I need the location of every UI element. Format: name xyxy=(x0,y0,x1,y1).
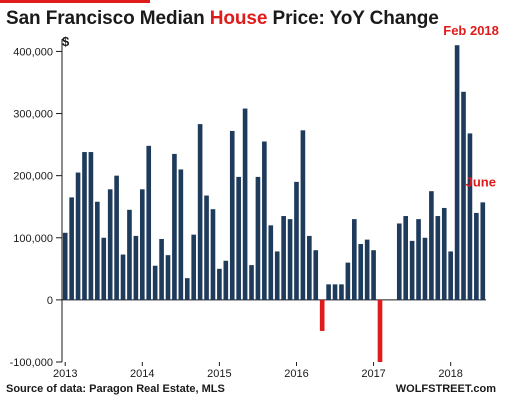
bar xyxy=(204,195,209,300)
bar xyxy=(448,251,453,300)
bar xyxy=(242,108,248,300)
bar xyxy=(255,176,261,300)
source-note: Source of data: Paragon Real Estate, MLS xyxy=(6,383,225,395)
brand-label: WOLFSTREET.com xyxy=(396,383,496,395)
y-tick-label: 200,000 xyxy=(13,171,53,183)
bar-negative xyxy=(377,299,383,362)
bar xyxy=(133,235,139,300)
bar xyxy=(409,240,415,300)
bar xyxy=(146,145,152,300)
annotation-label: June xyxy=(466,174,496,189)
bar xyxy=(82,152,87,300)
bar xyxy=(127,209,132,300)
bar xyxy=(345,262,351,300)
x-tick-label: 2014 xyxy=(130,368,154,380)
annotation-label: Feb 2018 xyxy=(443,23,499,38)
bar xyxy=(274,251,280,300)
bar xyxy=(416,219,421,300)
y-axis-unit-label: $ xyxy=(62,34,70,49)
chart-title-highlight: House xyxy=(209,8,268,29)
bar xyxy=(403,216,409,300)
bar xyxy=(197,124,203,300)
y-tick-label: 300,000 xyxy=(13,109,53,121)
bar xyxy=(326,284,331,300)
bar xyxy=(114,175,119,300)
bar xyxy=(69,197,74,300)
y-tick-label: -100,000 xyxy=(10,357,53,369)
bar xyxy=(358,243,364,300)
bar xyxy=(120,254,126,300)
x-tick-label: 2017 xyxy=(361,368,385,380)
y-tick-label: 400,000 xyxy=(13,46,53,58)
bar xyxy=(217,268,222,300)
bar xyxy=(178,169,184,300)
bar xyxy=(332,284,338,300)
bar xyxy=(249,265,254,300)
bar-series xyxy=(62,45,486,362)
bar xyxy=(184,278,190,300)
chart-title: San Francisco Median House Price: YoY Ch… xyxy=(6,8,439,30)
bar xyxy=(229,130,235,300)
top-red-strip xyxy=(0,0,150,3)
x-tick-label: 2015 xyxy=(207,368,231,380)
chart-title-suffix: Price: YoY Change xyxy=(267,8,439,29)
footer: Source of data: Paragon Real Estate, MLS… xyxy=(6,383,496,395)
y-tick-label: 100,000 xyxy=(13,233,53,245)
bar xyxy=(165,255,171,300)
y-tick-label: 0 xyxy=(47,295,53,307)
bar xyxy=(107,189,113,300)
bar xyxy=(287,219,293,300)
bar xyxy=(307,235,312,300)
y-axis: -100,000 0 100,000 200,000 300,000 400,000 $ xyxy=(10,34,70,369)
bar xyxy=(429,191,434,300)
bar xyxy=(236,176,241,300)
chart-title-prefix: San Francisco Median xyxy=(6,8,210,29)
bar xyxy=(371,250,376,300)
bar xyxy=(152,265,158,300)
x-tick-label: 2013 xyxy=(53,368,77,380)
bar xyxy=(101,237,107,300)
bar xyxy=(422,237,428,300)
bar xyxy=(474,212,479,300)
bar-negative xyxy=(319,299,325,331)
bar xyxy=(441,207,447,300)
bar xyxy=(88,152,94,300)
bar xyxy=(95,201,100,300)
bar xyxy=(313,250,319,300)
bar xyxy=(159,239,164,300)
bar xyxy=(339,284,344,300)
bar xyxy=(435,216,441,300)
bar xyxy=(191,234,197,300)
bar xyxy=(268,225,274,300)
bar xyxy=(467,133,473,300)
bar xyxy=(210,209,216,300)
bar xyxy=(75,172,81,300)
bar xyxy=(172,153,177,300)
bar xyxy=(62,232,68,300)
bar xyxy=(364,239,370,300)
x-axis: 2013 2014 2015 2016 2017 2018 xyxy=(53,299,486,380)
x-tick-label: 2016 xyxy=(284,368,308,380)
bar xyxy=(396,223,402,300)
x-tick-label: 2018 xyxy=(438,368,462,380)
bar xyxy=(480,202,486,300)
bar xyxy=(139,189,145,300)
bar xyxy=(351,219,357,300)
bar xyxy=(294,181,299,300)
bar xyxy=(223,260,229,300)
bar xyxy=(300,130,306,300)
bar xyxy=(281,216,286,300)
bar xyxy=(262,141,267,300)
bar xyxy=(461,91,466,300)
annotations: Feb 2018 June xyxy=(443,23,499,189)
bar xyxy=(454,45,460,300)
